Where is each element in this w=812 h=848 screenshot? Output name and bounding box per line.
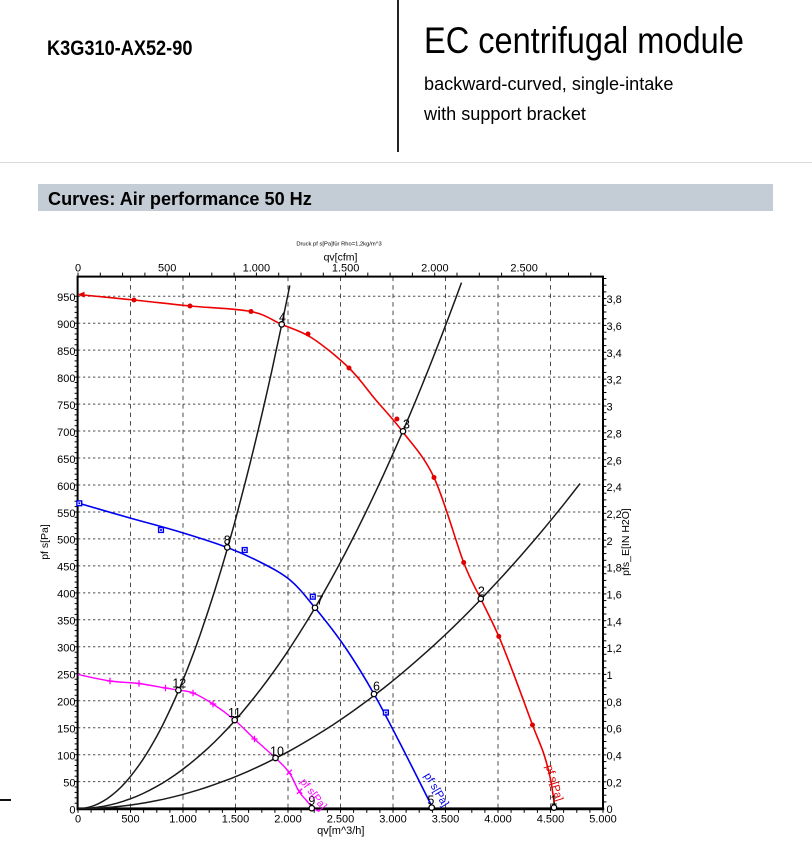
svg-text:600: 600 xyxy=(57,481,75,493)
svg-text:4: 4 xyxy=(279,310,286,324)
svg-text:0: 0 xyxy=(75,814,81,826)
svg-text:4.500: 4.500 xyxy=(537,814,565,826)
svg-text:1.000: 1.000 xyxy=(243,263,271,275)
svg-text:750: 750 xyxy=(57,400,75,412)
svg-text:450: 450 xyxy=(57,562,75,574)
svg-text:1,6: 1,6 xyxy=(607,590,622,602)
svg-text:0: 0 xyxy=(69,804,75,816)
svg-text:350: 350 xyxy=(57,616,75,628)
svg-text:700: 700 xyxy=(57,427,75,439)
svg-text:1,2: 1,2 xyxy=(607,643,622,655)
svg-text:300: 300 xyxy=(57,643,75,655)
svg-text:2.500: 2.500 xyxy=(510,263,538,275)
svg-text:qv[m^3/h]: qv[m^3/h] xyxy=(317,825,364,837)
svg-text:4.000: 4.000 xyxy=(484,814,512,826)
svg-text:950: 950 xyxy=(57,292,75,304)
svg-text:3,6: 3,6 xyxy=(607,321,622,333)
svg-text:8: 8 xyxy=(224,533,231,547)
svg-text:250: 250 xyxy=(57,670,75,682)
svg-text:6: 6 xyxy=(373,680,380,694)
svg-text:800: 800 xyxy=(57,373,75,385)
svg-text:400: 400 xyxy=(57,589,75,601)
svg-text:200: 200 xyxy=(57,697,75,709)
svg-text:5: 5 xyxy=(427,794,434,808)
svg-text:500: 500 xyxy=(158,263,176,275)
svg-text:3.000: 3.000 xyxy=(379,814,407,826)
svg-text:1,4: 1,4 xyxy=(607,616,622,628)
svg-text:3,4: 3,4 xyxy=(607,348,622,360)
svg-text:2.500: 2.500 xyxy=(327,814,355,826)
svg-text:10: 10 xyxy=(270,745,284,759)
svg-text:7: 7 xyxy=(317,594,324,608)
svg-text:1.500: 1.500 xyxy=(222,814,250,826)
svg-text:2,6: 2,6 xyxy=(607,455,622,467)
svg-text:1,8: 1,8 xyxy=(607,563,622,575)
svg-text:qv[cfm]: qv[cfm] xyxy=(324,252,358,264)
svg-text:0,8: 0,8 xyxy=(607,697,622,709)
svg-text:2,8: 2,8 xyxy=(607,428,622,440)
svg-text:0: 0 xyxy=(607,804,613,816)
svg-text:3: 3 xyxy=(403,418,410,432)
svg-text:0: 0 xyxy=(75,263,81,275)
svg-text:850: 850 xyxy=(57,346,75,358)
svg-text:3: 3 xyxy=(607,402,613,414)
svg-text:550: 550 xyxy=(57,508,75,520)
svg-text:2: 2 xyxy=(478,584,485,598)
svg-text:2,2: 2,2 xyxy=(607,509,622,521)
svg-text:5.000: 5.000 xyxy=(589,814,617,826)
svg-text:pf s[Pa]: pf s[Pa] xyxy=(421,771,450,809)
svg-text:150: 150 xyxy=(57,724,75,736)
svg-text:3,2: 3,2 xyxy=(607,375,622,387)
svg-text:2.000: 2.000 xyxy=(421,263,449,275)
svg-text:2: 2 xyxy=(607,536,613,548)
svg-text:0,6: 0,6 xyxy=(607,724,622,736)
svg-text:650: 650 xyxy=(57,454,75,466)
svg-text:1: 1 xyxy=(607,670,613,682)
svg-text:Druck pf s[Pa]für Rho=1,2kg/m^: Druck pf s[Pa]für Rho=1,2kg/m^3 xyxy=(296,242,381,248)
svg-text:0,4: 0,4 xyxy=(607,751,622,763)
svg-text:12: 12 xyxy=(172,677,186,691)
svg-text:2.000: 2.000 xyxy=(274,814,302,826)
svg-text:11: 11 xyxy=(228,706,241,720)
svg-text:2,4: 2,4 xyxy=(607,482,622,494)
svg-text:pfs_E[IN H2O]: pfs_E[IN H2O] xyxy=(620,508,632,576)
svg-text:900: 900 xyxy=(57,319,75,331)
svg-text:0,2: 0,2 xyxy=(607,777,622,789)
svg-text:3.500: 3.500 xyxy=(432,814,460,826)
svg-text:1.000: 1.000 xyxy=(169,814,197,826)
svg-text:500: 500 xyxy=(57,535,75,547)
svg-text:1: 1 xyxy=(550,794,557,808)
svg-text:9: 9 xyxy=(308,794,315,808)
svg-text:1.500: 1.500 xyxy=(332,263,360,275)
svg-text:100: 100 xyxy=(57,751,75,763)
svg-text:3,8: 3,8 xyxy=(607,294,622,306)
svg-text:pf s[Pa]: pf s[Pa] xyxy=(543,764,565,803)
svg-text:500: 500 xyxy=(121,814,139,826)
svg-text:pf s[Pa]: pf s[Pa] xyxy=(39,524,51,560)
svg-text:50: 50 xyxy=(63,777,75,789)
